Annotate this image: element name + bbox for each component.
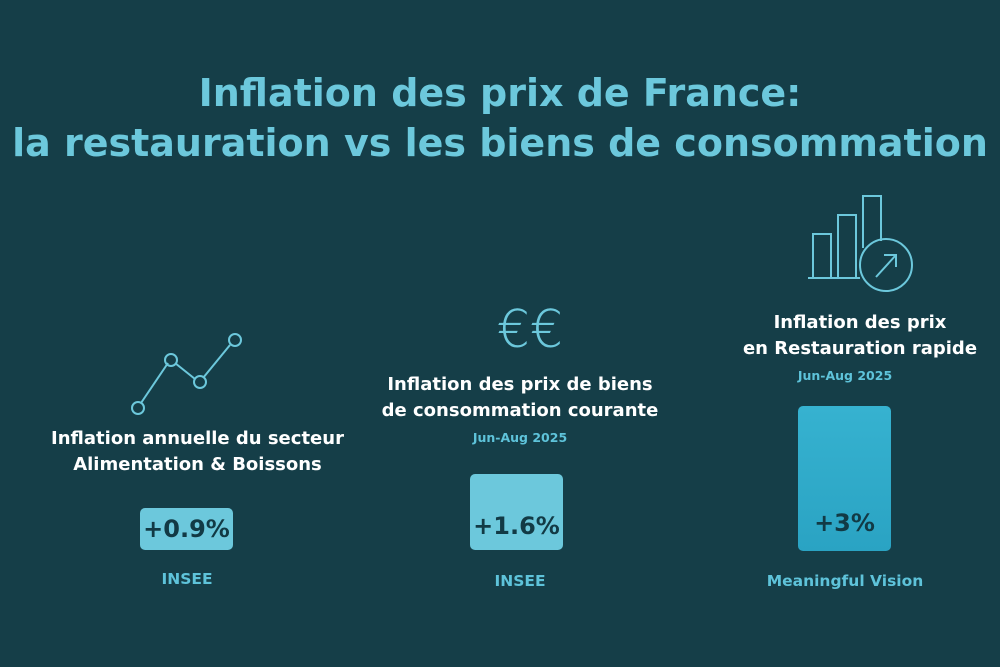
panel1-value: +0.9%: [143, 515, 230, 543]
panel1-source: INSEE: [161, 570, 213, 588]
panel3-source: Meaningful Vision: [766, 572, 924, 590]
panel2-period: Jun-Aug 2025: [472, 430, 568, 445]
panel1-label: Inflation annuelle du secteur Alimentati…: [51, 428, 344, 475]
euro-icon: €€: [496, 300, 564, 360]
panel1-bar: +0.9%: [140, 508, 233, 550]
panel2-label: Inflation des prix de biens de consommat…: [381, 374, 659, 421]
panel2-bar: +1.6%: [470, 474, 563, 550]
line-chart-icon: [131, 333, 242, 415]
panel3-label: Inflation des prix en Restauration rapid…: [742, 312, 978, 359]
panel3-value: +3%: [814, 509, 875, 537]
bar-chart-growth-icon: [808, 195, 913, 292]
panel3-bar: +3%: [798, 406, 891, 551]
panel3-period: Jun-Aug 2025: [797, 368, 893, 383]
panel2-source: INSEE: [494, 572, 546, 590]
page-title-line2: la restauration vs les biens de consomma…: [12, 121, 988, 165]
page-title-line1: Inflation des prix de France:: [198, 71, 802, 115]
panel2-value: +1.6%: [473, 512, 560, 540]
